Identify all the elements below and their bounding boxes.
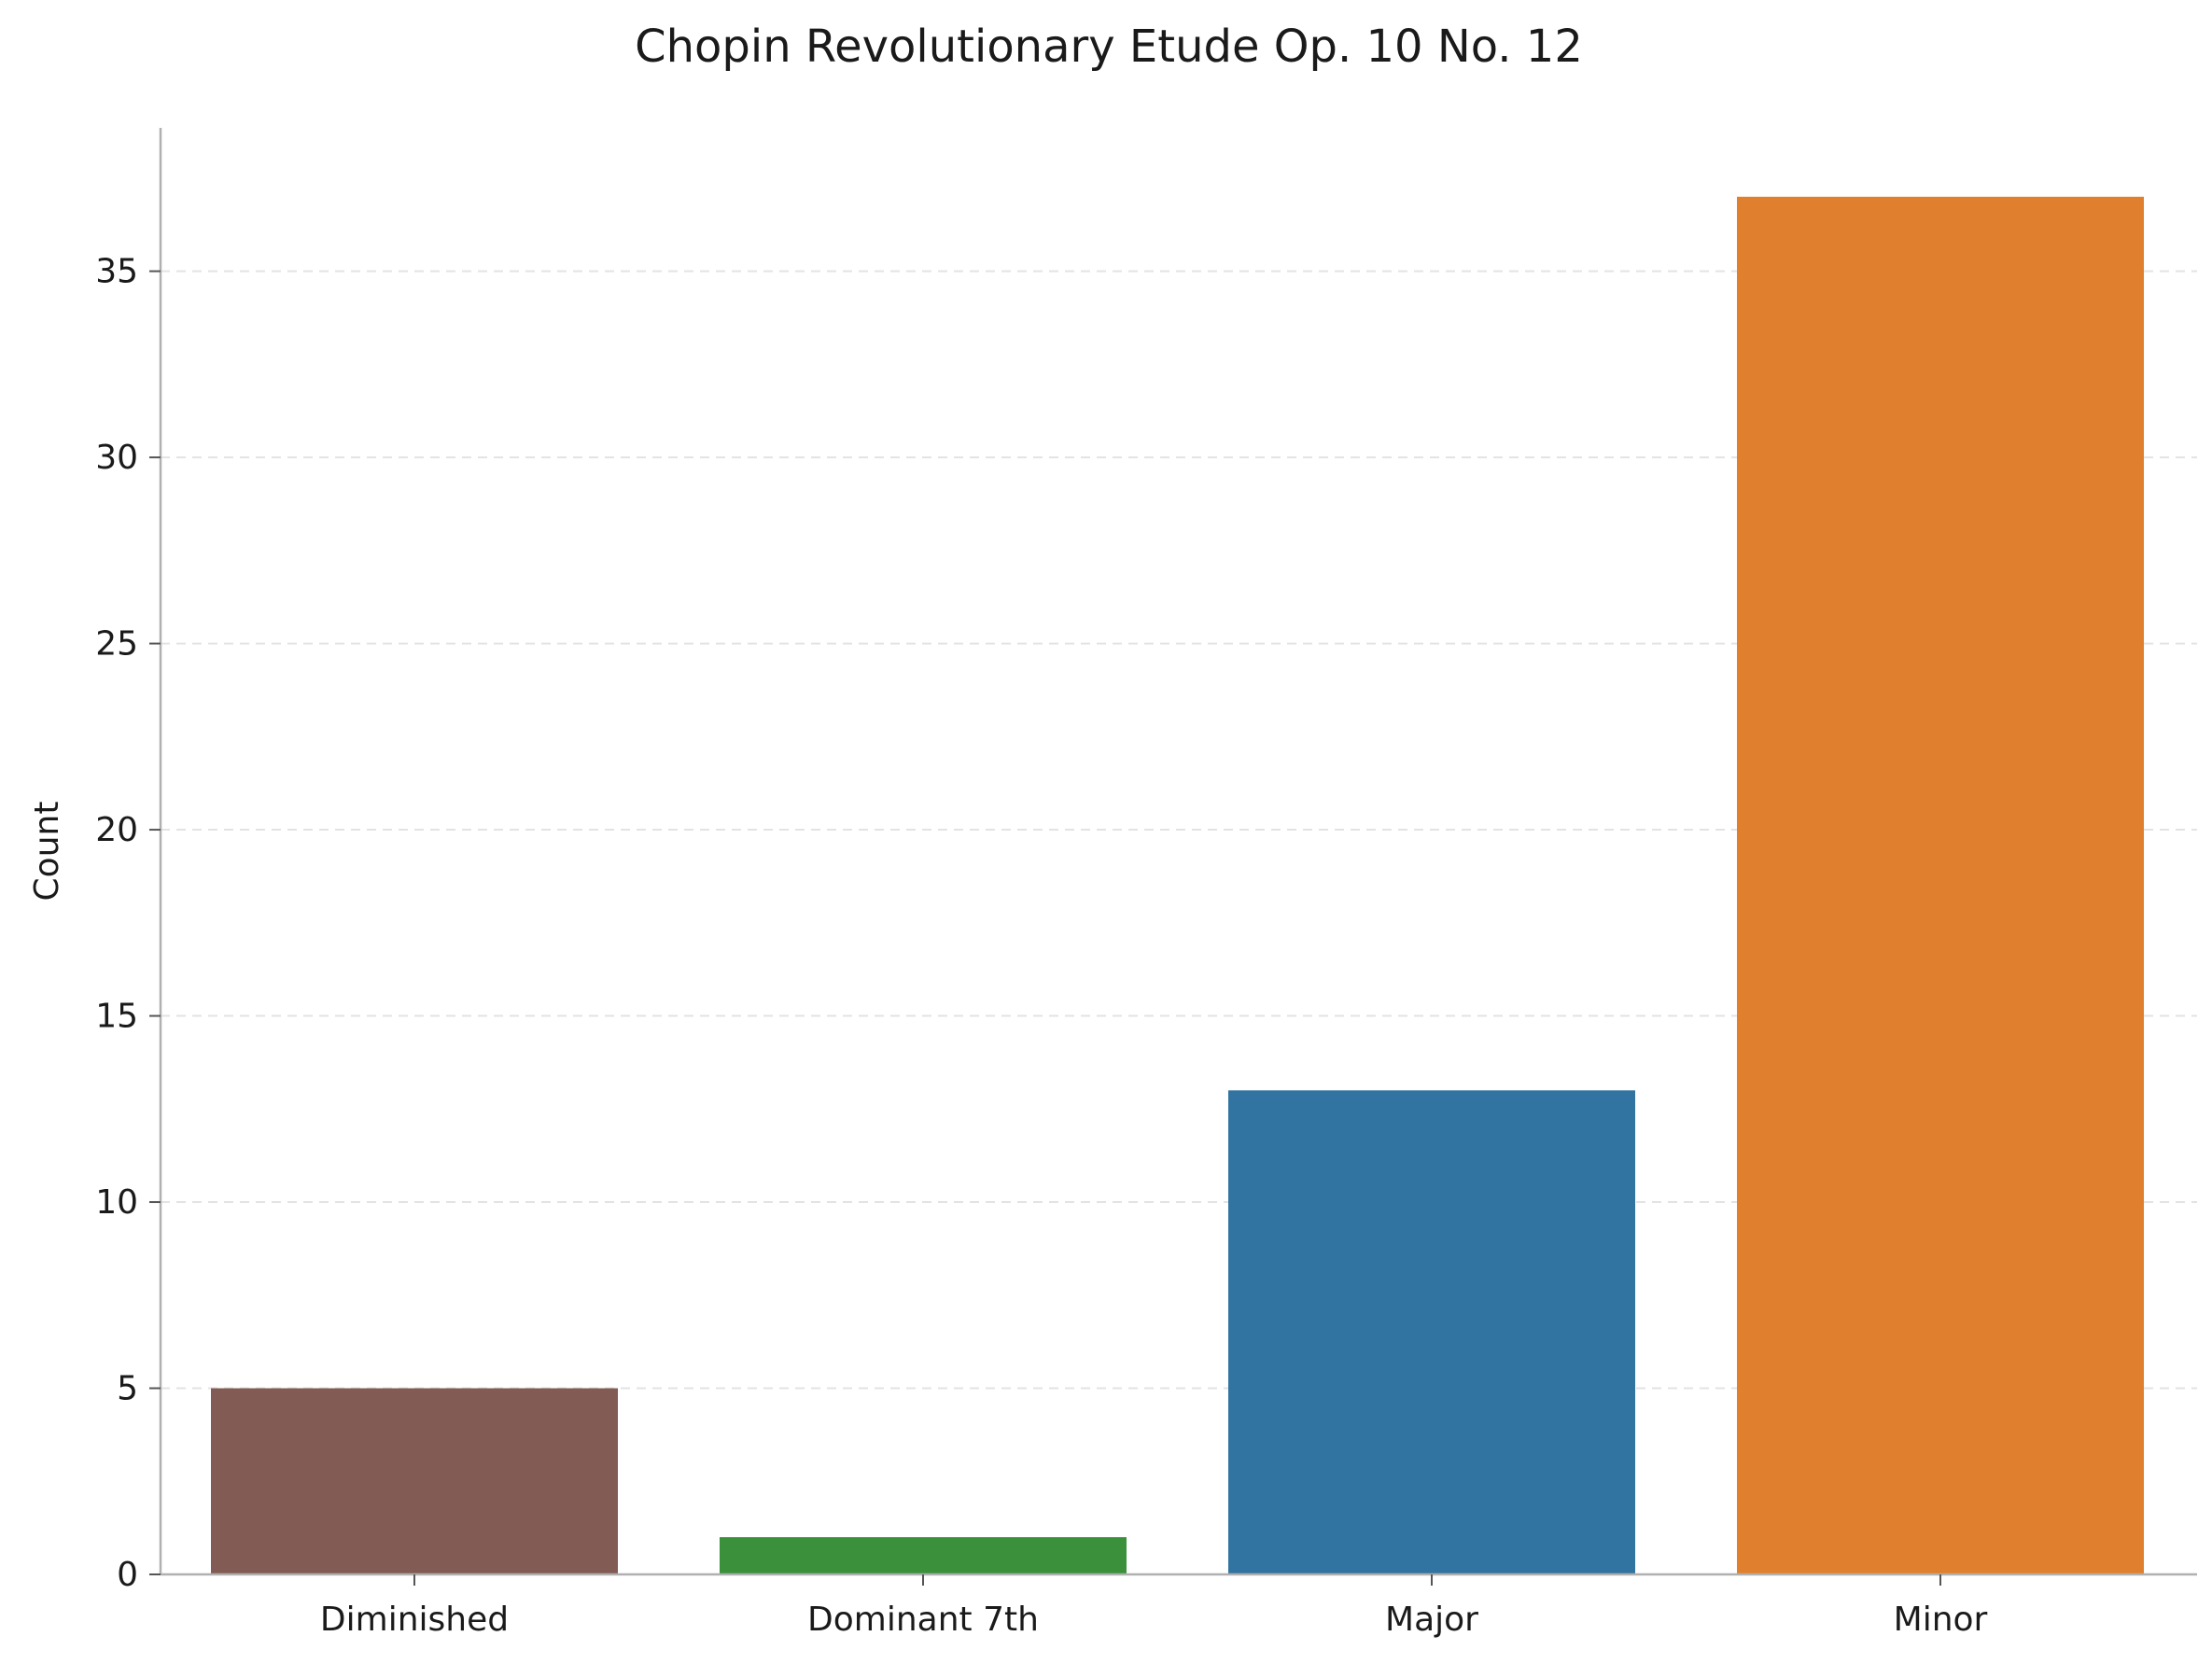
y-tick-label: 20 — [95, 811, 138, 849]
gridlines — [161, 270, 2197, 1390]
bar-minor — [1737, 196, 2144, 1574]
chart-title: Chopin Revolutionary Etude Op. 10 No. 12 — [635, 21, 1583, 73]
y-tick-label: 15 — [95, 998, 138, 1036]
y-tick-label: 0 — [117, 1556, 138, 1594]
bar-dominant-7th — [720, 1537, 1127, 1574]
bars — [211, 196, 2144, 1574]
axes — [159, 128, 2197, 1576]
y-tick-label: 10 — [95, 1183, 138, 1222]
y-tick-label: 35 — [95, 253, 138, 291]
x-ticks: Diminished Dominant 7th Major Minor — [320, 1574, 1988, 1639]
y-tick-label: 25 — [95, 625, 138, 664]
x-tick-label: Dominant 7th — [807, 1601, 1039, 1639]
x-tick-label: Minor — [1894, 1601, 1988, 1639]
x-tick-label: Diminished — [320, 1601, 509, 1639]
y-tick-label: 30 — [95, 439, 138, 477]
y-axis-label: Count — [28, 802, 66, 902]
y-tick-label: 5 — [117, 1370, 138, 1408]
x-tick-label: Major — [1385, 1601, 1478, 1639]
bar-major — [1228, 1090, 1635, 1574]
y-ticks: 0 5 10 15 20 25 30 35 — [95, 253, 161, 1594]
bar-diminished — [211, 1388, 618, 1574]
